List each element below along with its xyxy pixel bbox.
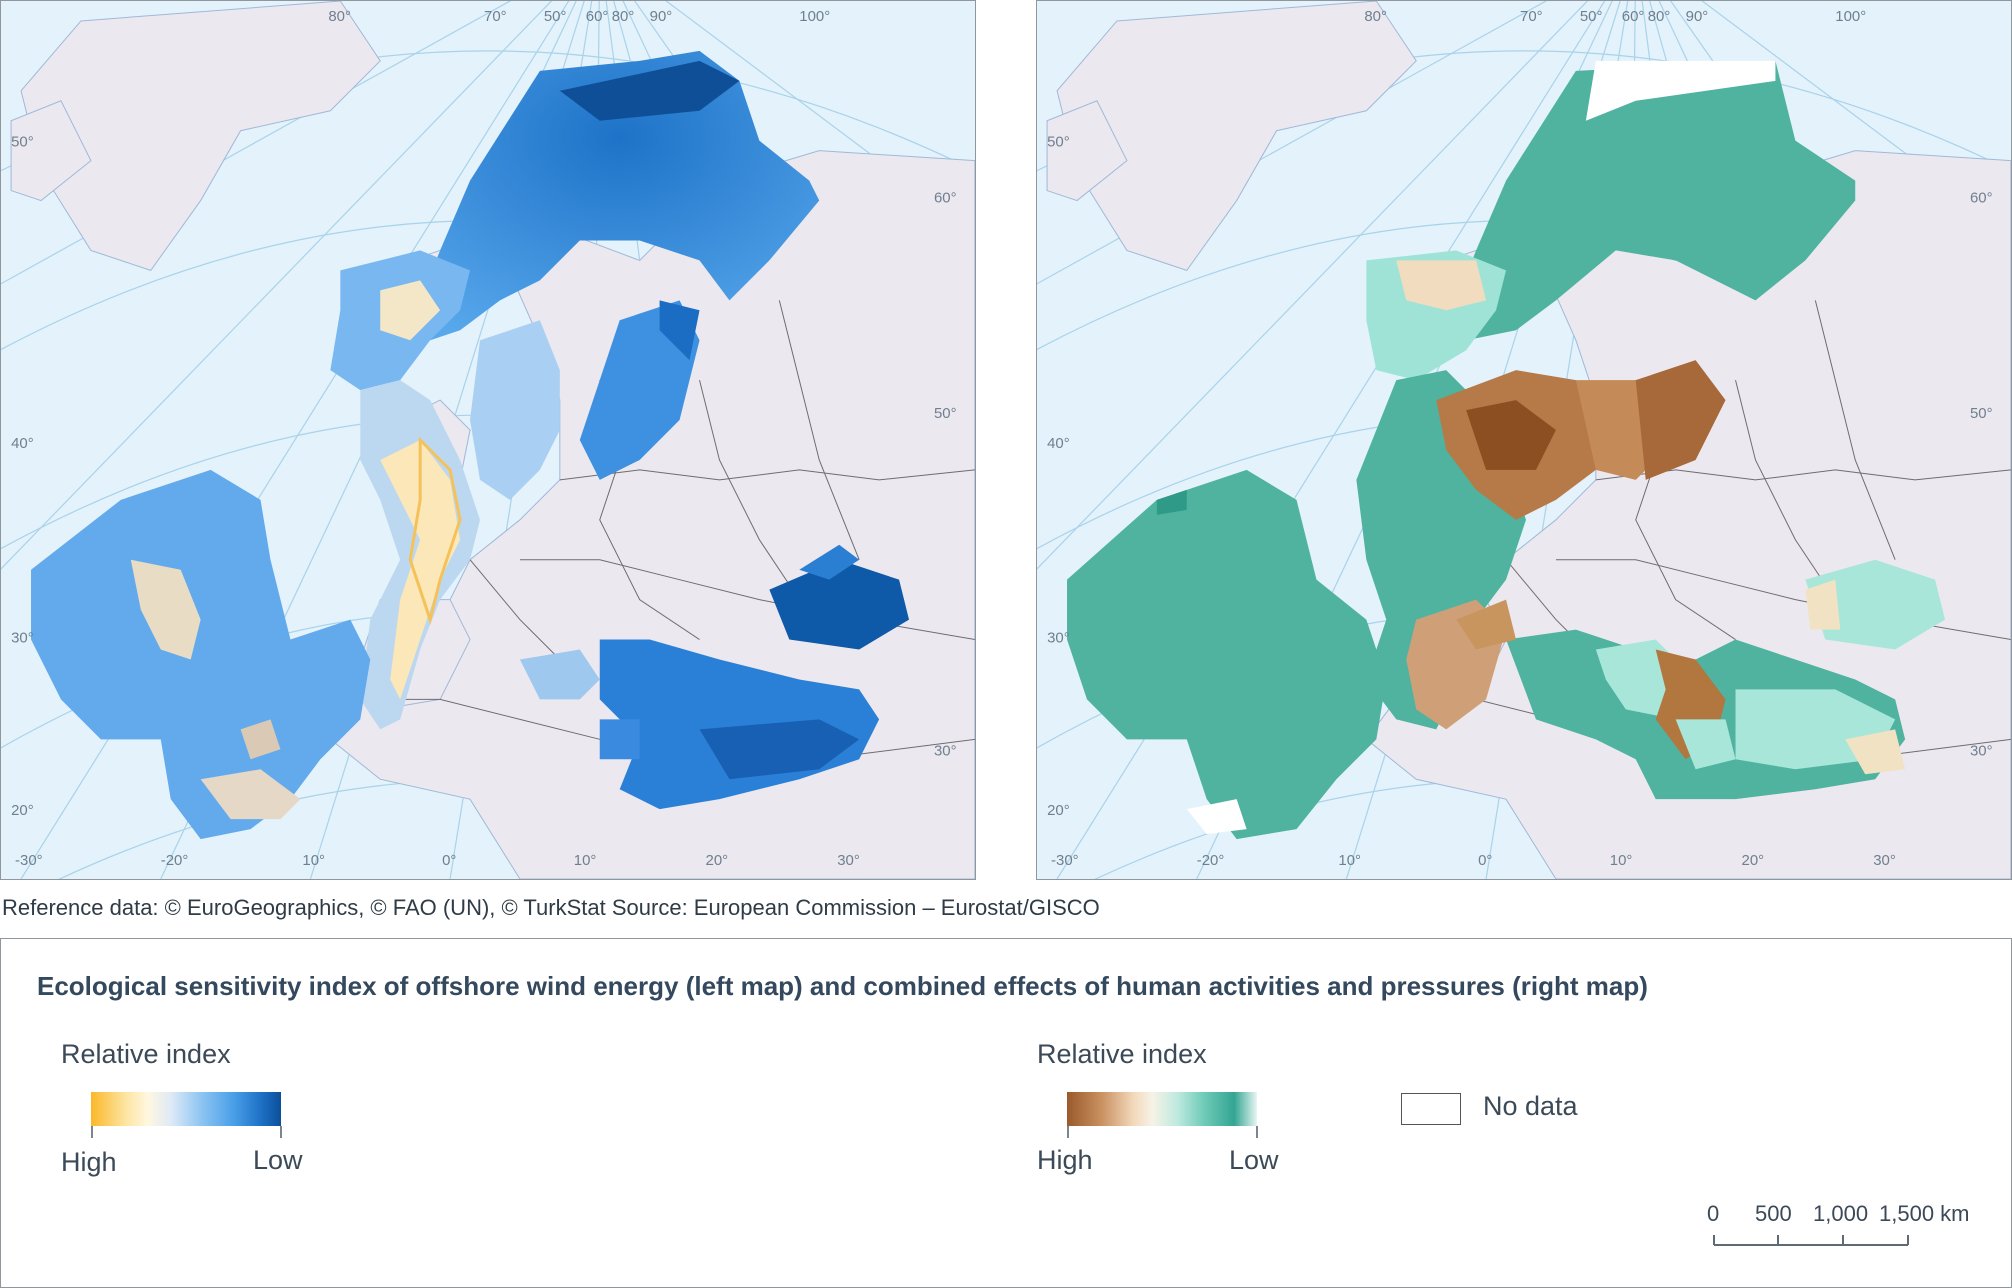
grat-label: 0° xyxy=(1478,852,1492,869)
grat-label: 50° xyxy=(1970,405,1993,422)
scale-bar: 0 500 1,000 1,500 km xyxy=(1701,1201,2001,1261)
left-map-svg: 80° 70° 50° 60° 80° 90° 100° 50° 60° 50°… xyxy=(1,1,975,879)
grat-label: 50° xyxy=(1047,134,1070,151)
grat-label: 70° xyxy=(1520,8,1543,25)
grat-label: 60° xyxy=(1970,190,1993,207)
grat-label: 10° xyxy=(1610,852,1633,869)
grat-label: 100° xyxy=(1835,8,1866,25)
grat-label: 50° xyxy=(544,8,567,25)
left-color-ramp xyxy=(91,1092,281,1126)
legend: Ecological sensitivity index of offshore… xyxy=(0,938,2012,1288)
grat-label: 50° xyxy=(11,134,34,151)
left-map[interactable]: 80° 70° 50° 60° 80° 90° 100° 50° 60° 50°… xyxy=(0,0,976,880)
left-legend-high: High xyxy=(61,1147,117,1177)
scale-label: 0 xyxy=(1707,1201,1720,1226)
scale-label: 1,000 xyxy=(1813,1201,1869,1226)
grat-label: 40° xyxy=(1047,435,1070,452)
grat-label: 0° xyxy=(442,852,456,869)
left-ramp-tick-high xyxy=(91,1126,93,1138)
grat-label: 60° xyxy=(1622,8,1645,25)
scale-bar-lines xyxy=(1713,1235,1909,1246)
grat-label: 20° xyxy=(11,802,34,819)
right-legend-heading: Relative index xyxy=(1037,1039,1207,1069)
grat-label: -30° xyxy=(15,852,43,869)
grat-label: 30° xyxy=(934,742,957,759)
grat-label: 20° xyxy=(1742,852,1765,869)
grat-label: -30° xyxy=(1051,852,1079,869)
right-ramp-tick-high xyxy=(1067,1126,1069,1138)
grat-label: 20° xyxy=(706,852,729,869)
grat-label: -20° xyxy=(161,852,189,869)
right-color-ramp xyxy=(1067,1092,1257,1126)
scale-label: 1,500 km xyxy=(1879,1201,1970,1226)
pressures-overlay xyxy=(1067,60,1946,840)
left-legend-low: Low xyxy=(253,1145,303,1175)
right-map[interactable]: 80° 70° 50° 60° 80° 90° 100° 50° 60° 50°… xyxy=(1036,0,2012,880)
nodata-swatch xyxy=(1401,1093,1461,1125)
legend-title: Ecological sensitivity index of offshore… xyxy=(37,971,1648,1001)
nodata-label: No data xyxy=(1483,1091,1578,1121)
grat-label: 80° xyxy=(1648,8,1671,25)
left-legend-heading: Relative index xyxy=(61,1039,231,1069)
grat-label: 80° xyxy=(1364,8,1387,25)
grat-label: 80° xyxy=(612,8,635,25)
grat-label: 80° xyxy=(328,8,351,25)
grat-label: 30° xyxy=(837,852,860,869)
right-map-svg: 80° 70° 50° 60° 80° 90° 100° 50° 60° 50°… xyxy=(1037,1,2011,879)
right-ramp-tick-low xyxy=(1256,1126,1258,1138)
grat-label: 60° xyxy=(934,190,957,207)
grat-label: 90° xyxy=(650,8,673,25)
right-legend-high: High xyxy=(1037,1145,1093,1175)
grat-label: 10° xyxy=(574,852,597,869)
graticule-labels: 80° 70° 50° 60° 80° 90° 100° 50° 60° 50°… xyxy=(1047,8,1993,869)
grat-label: 40° xyxy=(11,435,34,452)
reference-data-credit: Reference data: © EuroGeographics, © FAO… xyxy=(2,895,1100,920)
sensitivity-overlay xyxy=(31,50,910,840)
grat-label: 90° xyxy=(1686,8,1709,25)
grat-label: 70° xyxy=(484,8,507,25)
grat-label: 10° xyxy=(1338,852,1361,869)
grat-label: 30° xyxy=(1873,852,1896,869)
grat-label: 100° xyxy=(799,8,830,25)
graticule-labels: 80° 70° 50° 60° 80° 90° 100° 50° 60° 50°… xyxy=(11,8,957,869)
grat-label: -20° xyxy=(1197,852,1225,869)
grat-label: 30° xyxy=(1047,630,1070,647)
grat-label: 60° xyxy=(586,8,609,25)
grat-label: 30° xyxy=(11,630,34,647)
right-legend-low: Low xyxy=(1229,1145,1279,1175)
grat-label: 30° xyxy=(1970,742,1993,759)
grat-label: 10° xyxy=(302,852,325,869)
left-ramp-tick-low xyxy=(280,1126,282,1138)
grat-label: 20° xyxy=(1047,802,1070,819)
scale-label: 500 xyxy=(1755,1201,1792,1226)
grat-label: 50° xyxy=(1580,8,1603,25)
grat-label: 50° xyxy=(934,405,957,422)
